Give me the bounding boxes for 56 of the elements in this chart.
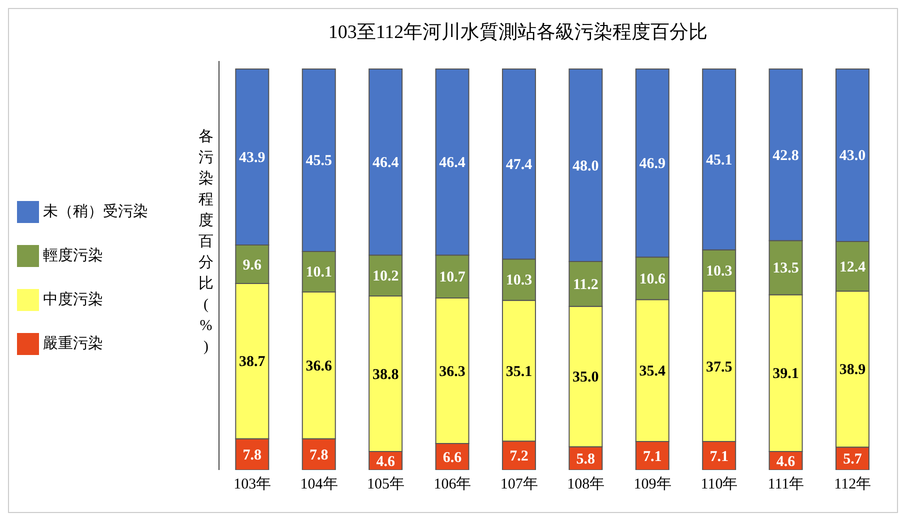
data-label: 7.2 [510, 448, 528, 465]
legend-label: 中度污染 [43, 292, 103, 308]
data-label: 46.9 [639, 156, 666, 172]
data-label: 10.6 [639, 271, 666, 288]
data-label: 10.2 [372, 268, 399, 285]
data-label: 4.6 [376, 454, 396, 470]
data-label: 10.1 [306, 264, 332, 281]
data-label: 6.6 [442, 450, 462, 466]
legend-label: 未（稍）受污染 [43, 204, 148, 220]
x-tick-label: 106年 [434, 476, 472, 493]
data-label: 36.3 [439, 364, 466, 380]
data-label: 43.9 [239, 150, 266, 166]
legend-label: 嚴重污染 [43, 336, 103, 352]
data-label: 5.7 [843, 452, 862, 468]
data-label: 7.1 [710, 448, 728, 465]
text: 各污染程度百分比(%) [198, 129, 214, 355]
data-label: 38.9 [839, 362, 866, 378]
data-label: 42.8 [772, 148, 799, 164]
data-label: 4.6 [776, 454, 796, 470]
x-tick-label: 111年 [768, 476, 804, 493]
legend-label: 輕度污染 [43, 248, 103, 264]
data-label: 10.3 [706, 264, 732, 280]
data-label: 36.6 [306, 358, 332, 374]
x-tick-label: 107年 [500, 476, 538, 493]
x-tick-label: 112年 [834, 476, 872, 493]
data-label: 38.8 [372, 366, 399, 383]
x-tick-label: 108年 [567, 476, 605, 493]
data-label: 10.3 [506, 272, 532, 289]
data-label: 47.4 [506, 157, 533, 174]
chart-title: 103至112年河川水質測站各級污染程度百分比 [327, 21, 709, 45]
data-label: 35.0 [572, 370, 599, 386]
data-label: 38.7 [239, 354, 266, 370]
data-label: 7.8 [242, 447, 262, 464]
data-label: 13.5 [772, 260, 799, 277]
data-label: 48.0 [572, 158, 599, 174]
data-label: 5.8 [576, 451, 596, 468]
data-label: 46.4 [372, 155, 400, 172]
data-label: 12.4 [839, 259, 866, 276]
data-label: 9.6 [242, 257, 262, 274]
data-label: 11.2 [572, 276, 598, 293]
data-label: 7.1 [643, 448, 662, 465]
data-label: 45.5 [306, 153, 332, 170]
x-tick-label: 109年 [634, 476, 672, 493]
data-label: 10.7 [439, 270, 466, 286]
data-label: 35.1 [506, 364, 532, 380]
data-label: 43.0 [839, 148, 866, 164]
data-label: 39.1 [772, 366, 799, 382]
data-label: 45.1 [706, 152, 732, 168]
x-tick-label: 103年 [234, 476, 272, 493]
data-label: 46.4 [439, 155, 466, 172]
x-tick-label: 105年 [367, 476, 404, 493]
data-label: 7.8 [310, 447, 328, 464]
x-tick-label: 104年 [300, 476, 338, 493]
data-label: 35.4 [639, 364, 666, 380]
data-label: 37.5 [706, 359, 732, 376]
x-tick-label: 110年 [700, 476, 738, 493]
